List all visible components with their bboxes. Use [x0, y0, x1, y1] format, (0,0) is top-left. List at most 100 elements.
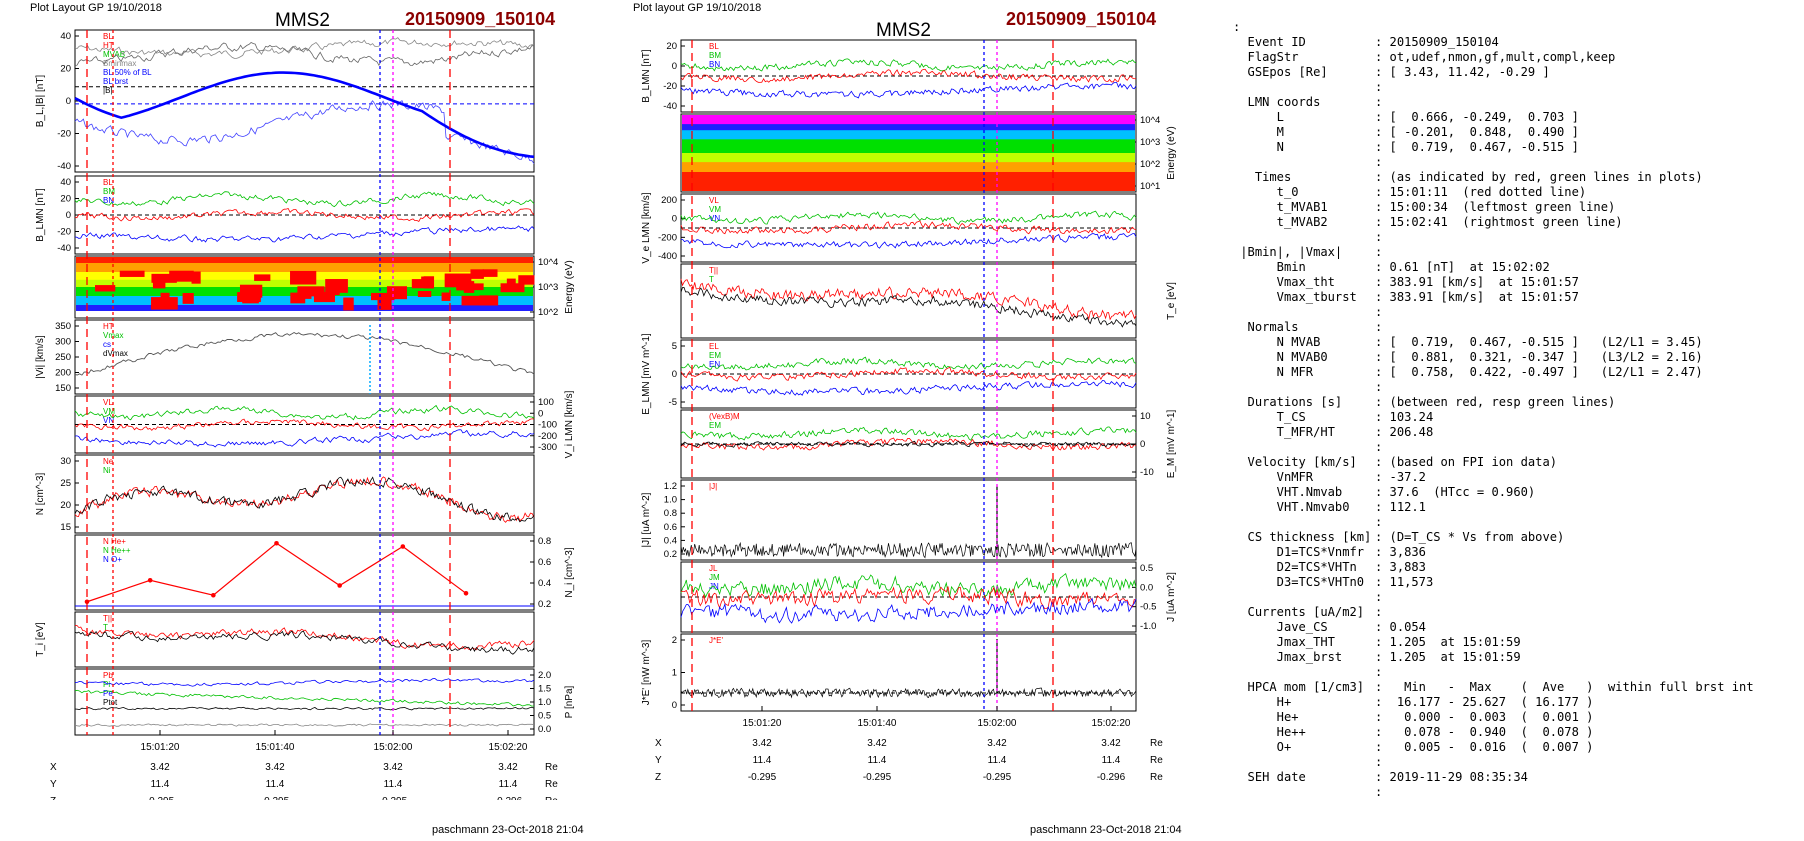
info-line: :: [1233, 230, 1754, 245]
info-line: VnMFR: -37.2: [1233, 470, 1754, 485]
position-label: X: [50, 762, 57, 773]
y-axis-label: V_e LMN [km/s]: [641, 192, 652, 263]
y-tick-label: 20: [60, 500, 71, 511]
he-plus-plus-point: [147, 578, 153, 583]
info-line: L: [ 0.666, -0.249, 0.703 ]: [1233, 110, 1754, 125]
te-par-trace: [680, 278, 1137, 321]
y-tick-label: 20: [60, 64, 71, 75]
component-trace-m: [74, 418, 535, 432]
y-tick-label: 0.8: [664, 508, 677, 519]
info-line: He++: 0.078 - 0.940 ( 0.078 ): [1233, 725, 1754, 740]
position-value: 3.42: [265, 762, 285, 773]
legend-entry: N He+: [103, 537, 126, 546]
component-trace-l: [74, 404, 535, 421]
y-tick-label: 300: [55, 337, 71, 348]
info-line: :: [1233, 305, 1754, 320]
x-tick-label: 15:02:00: [978, 718, 1017, 729]
component-trace-n: [74, 429, 535, 448]
position-label: Z: [50, 796, 56, 800]
y-tick-label: -5: [669, 397, 677, 408]
info-value: : [ 0.758, 0.422, -0.497 ] (L2/L1 = 2.47…: [1375, 365, 1703, 379]
y-tick-label: -1.0: [1140, 621, 1156, 632]
y-axis-label: J [uA m^-2]: [1166, 572, 1177, 622]
he-plus-plus-point: [400, 544, 406, 549]
info-line: :: [1233, 665, 1754, 680]
info-value: : 11,573: [1375, 575, 1434, 589]
spectrogram-hotspot: [325, 279, 348, 293]
panel-frame-n: [74, 454, 535, 534]
legend-entry: Ne: [103, 457, 114, 466]
position-value: 3.42: [383, 762, 403, 773]
info-line: O+: 0.005 - 0.016 ( 0.007 ): [1233, 740, 1754, 755]
y-axis-label: E_LMN [mV m^-1]: [641, 333, 652, 415]
spectrogram-hotspot: [313, 291, 335, 303]
legend-entry: BL: [709, 42, 719, 51]
info-key: N MVAB0: [1233, 350, 1328, 364]
y-axis-label: E_M [mV m^-1]: [1166, 409, 1177, 478]
info-key: Durations [s]: [1233, 395, 1343, 409]
info-value: :: [1375, 665, 1383, 679]
spectrogram-hotspot: [456, 277, 467, 291]
info-key: GSEpos [Re]: [1233, 65, 1328, 79]
left-footer: paschmann 23-Oct-2018 21:04: [432, 824, 584, 836]
info-line: N: [ 0.719, 0.467, -0.515 ]: [1233, 140, 1754, 155]
info-value: : (as indicated by red, green lines in p…: [1375, 170, 1703, 184]
left-event-title: 20150909_150104: [405, 9, 556, 29]
spectrogram-hotspot: [518, 275, 535, 285]
spectrogram-hotspot: [506, 278, 516, 286]
j-magnitude-trace: [680, 541, 1137, 559]
y-tick-label: -200: [658, 232, 677, 243]
spectrogram-hotspot: [242, 291, 259, 304]
position-value: -0.295: [379, 796, 408, 800]
spectrogram-hotspot: [169, 270, 194, 282]
legend-entry: Pi: [103, 680, 110, 689]
position-value: -0.295: [748, 772, 777, 783]
info-value: : 16.177 - 25.627 ( 16.177 ): [1375, 695, 1594, 709]
info-key: N MFR: [1233, 365, 1314, 379]
y-tick-label: 0: [1140, 439, 1145, 450]
info-value: :: [1375, 95, 1383, 109]
legend-entry: Bminmax: [103, 59, 136, 68]
ptot-trace: [74, 723, 535, 727]
legend-entry: Ptot: [103, 698, 118, 707]
legend-entry: BN: [709, 60, 720, 69]
y-tick-label: 350: [55, 321, 71, 332]
legend-entry: VL: [709, 196, 719, 205]
y-tick-label: 20: [60, 194, 71, 205]
legend-entry: JL: [709, 564, 718, 573]
position-value: 3.42: [1101, 738, 1121, 749]
position-value: 11.4: [868, 755, 887, 766]
vi-trace: [74, 331, 535, 376]
legend-entry: T||: [709, 266, 718, 275]
info-line: Normals:: [1233, 320, 1754, 335]
spectrogram-hotspot: [95, 285, 116, 292]
pi-trace: [74, 689, 535, 707]
x-tick-label: 15:01:20: [141, 742, 180, 753]
position-value: 3.42: [987, 738, 1007, 749]
spectrogram-hotspot: [182, 293, 194, 304]
legend-entry: BM: [709, 51, 721, 60]
info-value: : [ 0.881, 0.321, -0.347 ] (L3/L2 = 2.16…: [1375, 350, 1703, 364]
info-key: Bmin: [1233, 260, 1306, 274]
info-key: N: [1233, 140, 1284, 154]
y-tick-label: 5: [672, 341, 677, 352]
position-label: X: [655, 738, 662, 749]
info-value: : (D=T_CS * Vs from above): [1375, 530, 1565, 544]
panel-frame-ti: [74, 611, 535, 668]
he-plus-plus-trace: [86, 542, 467, 603]
info-value: : [ 0.666, -0.249, 0.703 ]: [1375, 110, 1579, 124]
he-plus-plus-point: [84, 599, 90, 605]
spectrogram-hotspot: [254, 274, 271, 281]
position-unit: Re: [545, 762, 558, 773]
info-line: D2=TCS*VHTn: 3,883: [1233, 560, 1754, 575]
info-line: He+: 0.000 - 0.003 ( 0.001 ): [1233, 710, 1754, 725]
info-key: Velocity [km/s]: [1233, 455, 1357, 469]
info-key: HPCA mom [1/cm3]: [1233, 680, 1365, 694]
info-line: T_MFR/HT: 206.48: [1233, 425, 1754, 440]
y-tick-label: 0: [538, 408, 543, 419]
info-key: Times: [1233, 170, 1292, 184]
y-tick-label: 1.0: [538, 697, 551, 708]
info-line: VHT.Nmvab0: 112.1: [1233, 500, 1754, 515]
spectrogram-hotspot: [151, 273, 177, 283]
info-line: GSEpos [Re]: [ 3.43, 11.42, -0.29 ]: [1233, 65, 1754, 80]
